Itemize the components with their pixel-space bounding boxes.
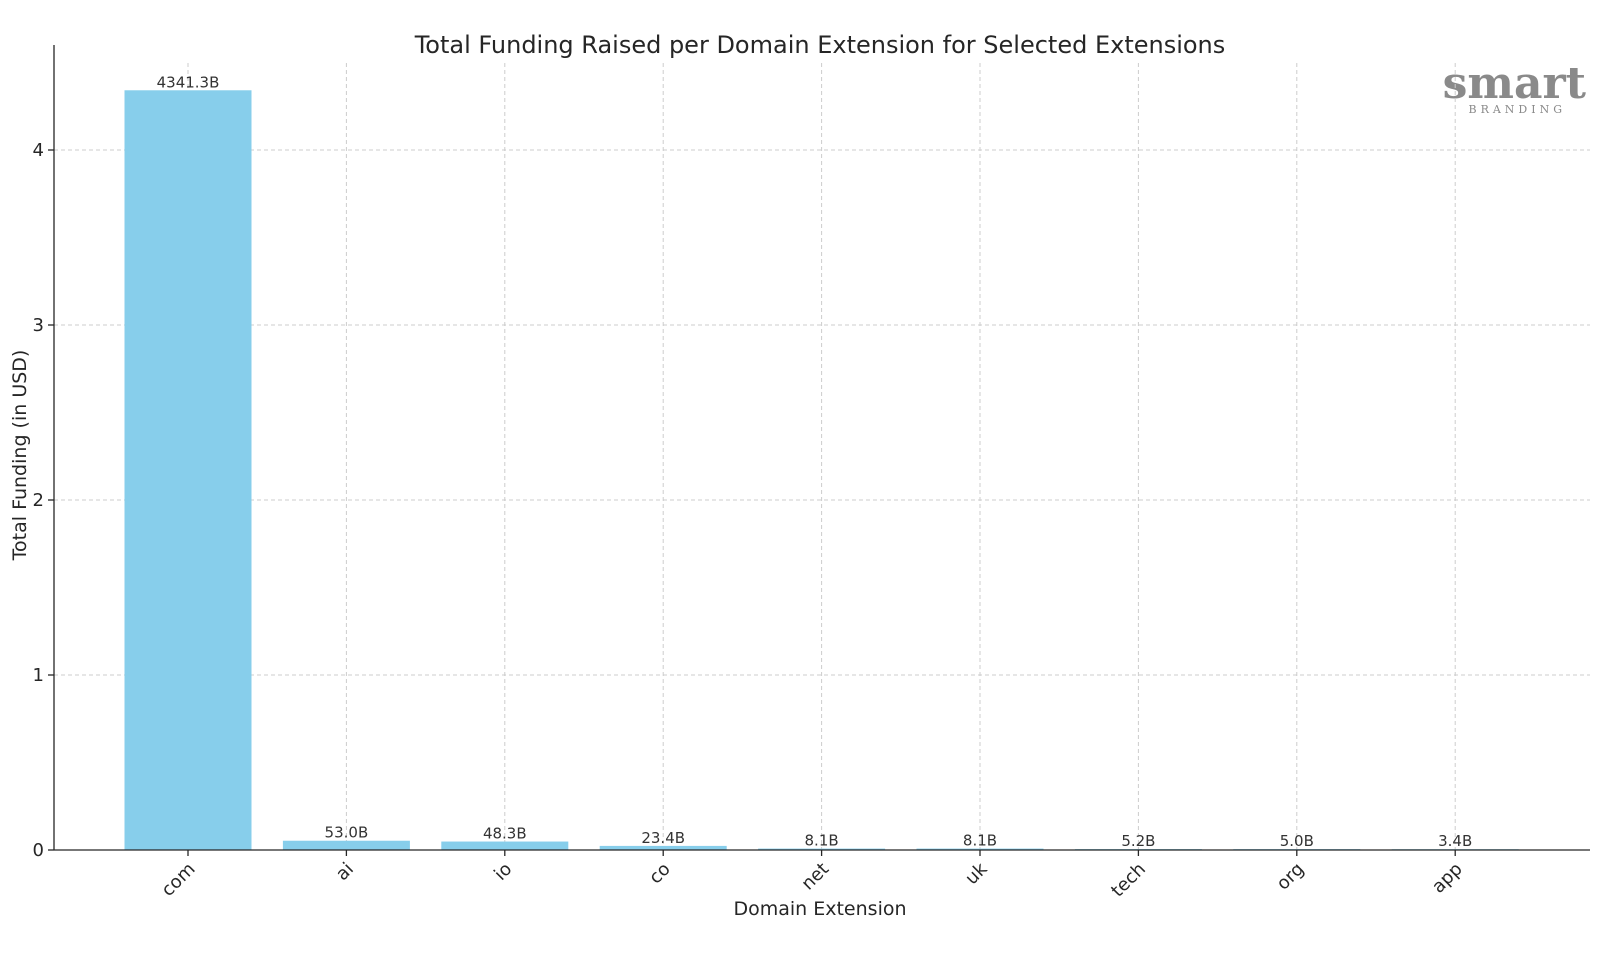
x-tick-label-ai: ai [332,859,358,885]
bar-ai [282,840,410,850]
grid-lines [54,63,1590,850]
y-axis-label: Total Funding (in USD) [9,350,31,562]
watermark-logo: smart BRANDING [1443,58,1587,116]
bar-net [758,848,886,850]
data-label-net: 8.1B [805,832,839,850]
data-label-org: 5.0B [1280,832,1314,850]
data-label-io: 48.3B [483,825,527,843]
x-tick-label-uk: uk [961,858,992,889]
x-tick-label-net: net [797,859,833,895]
y-tick-label: 1 [33,665,44,686]
bars [124,90,1519,850]
data-label-ai: 53.0B [325,824,369,842]
data-label-app: 3.4B [1438,832,1472,850]
bar-uk [916,848,1044,850]
chart-title: Total Funding Raised per Domain Extensio… [414,31,1226,59]
x-tick-label-app: app [1428,859,1467,898]
y-tick-label: 0 [33,840,44,861]
x-tick-label-io: io [490,859,516,885]
data-label-uk: 8.1B [963,832,997,850]
data-label-com: 4341.3B [157,73,220,91]
data-label-tech: 5.2B [1121,832,1155,850]
x-tick-label-org: org [1273,859,1309,895]
logo-text: smart [1443,58,1587,109]
data-labels: 4341.3B 53.0B 48.3B 23.4B 8.1B 8.1B 5.2B 5.0B 3.… [157,73,1473,850]
data-label-co: 23.4B [641,829,685,847]
x-axis-label: Domain Extension [733,898,906,920]
x-tick-label-tech: tech [1107,859,1150,902]
bar-co [599,845,727,850]
y-tick-label: 3 [33,315,44,336]
logo-subtext: BRANDING [1468,103,1566,116]
bar-io [441,841,569,850]
x-tick-label-co: co [645,859,675,889]
bar-com [124,90,252,850]
axes [48,45,1590,856]
y-tick-label: 2 [33,490,44,511]
x-tick-label-com: com [157,859,199,901]
y-tick-label: 4 [33,140,44,161]
